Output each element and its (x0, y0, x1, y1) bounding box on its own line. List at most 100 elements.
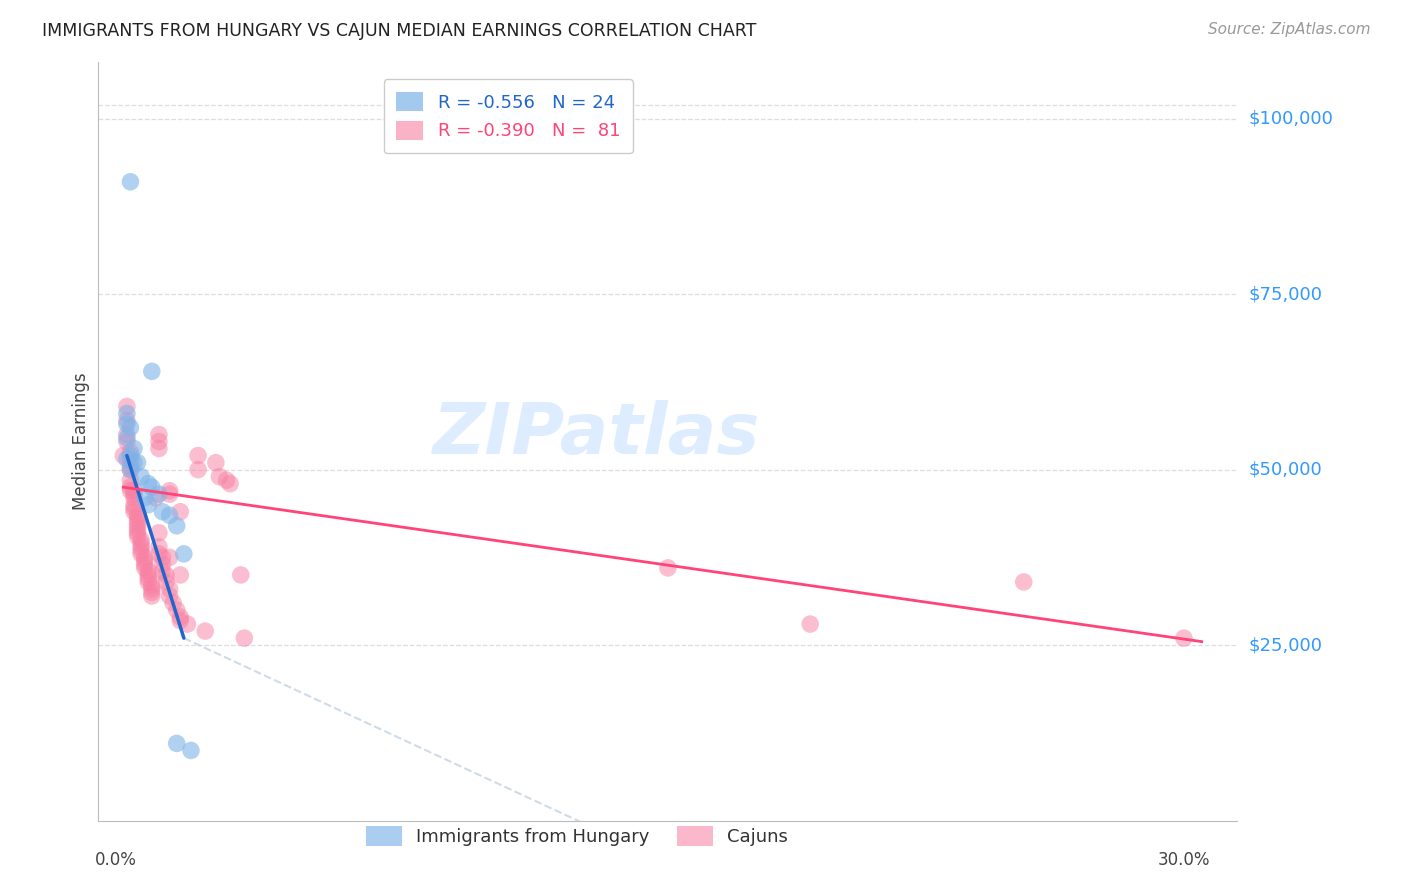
Point (122, 491, 145, 505)
Point (129, 469, 152, 483)
Text: $100,000: $100,000 (1249, 110, 1333, 128)
Point (136, 574, 159, 589)
Point (152, 505, 174, 519)
Point (127, 522, 149, 536)
Point (152, 558, 174, 572)
Point (127, 529, 149, 543)
Point (166, 518, 188, 533)
Point (120, 445, 142, 459)
Text: $25,000: $25,000 (1249, 636, 1323, 654)
Point (159, 582, 181, 596)
Point (122, 442, 145, 456)
Point (115, 427, 138, 442)
Point (141, 589, 163, 603)
Point (115, 417, 138, 431)
Point (159, 487, 181, 501)
Point (159, 483, 181, 498)
Point (127, 518, 149, 533)
Text: 0.0%: 0.0% (96, 851, 138, 869)
Point (129, 540, 152, 554)
Point (169, 568, 191, 582)
Point (141, 582, 163, 596)
Point (136, 565, 159, 579)
Point (134, 550, 156, 565)
Point (141, 364, 163, 378)
Point (120, 483, 142, 498)
Point (129, 543, 152, 558)
Point (173, 547, 195, 561)
Point (136, 568, 159, 582)
Point (205, 456, 228, 470)
Text: 30.0%: 30.0% (1157, 851, 1211, 869)
Point (159, 550, 181, 565)
Point (134, 491, 156, 505)
Point (169, 505, 191, 519)
Point (127, 516, 149, 530)
Point (115, 400, 138, 414)
Text: ZIPatlas: ZIPatlas (433, 400, 761, 469)
Point (148, 427, 170, 442)
Point (187, 449, 209, 463)
Point (176, 617, 198, 632)
Point (799, 617, 821, 632)
Point (148, 525, 170, 540)
Point (120, 480, 142, 494)
Point (127, 525, 149, 540)
Point (169, 610, 191, 624)
Point (134, 561, 156, 575)
Point (145, 491, 167, 505)
Point (127, 512, 149, 526)
Point (136, 476, 159, 491)
Point (148, 442, 170, 456)
Point (148, 540, 170, 554)
Text: IMMIGRANTS FROM HUNGARY VS CAJUN MEDIAN EARNINGS CORRELATION CHART: IMMIGRANTS FROM HUNGARY VS CAJUN MEDIAN … (42, 22, 756, 40)
Point (141, 578, 163, 592)
Point (141, 585, 163, 599)
Point (162, 596, 184, 610)
Point (120, 462, 142, 476)
Point (120, 459, 142, 474)
Point (657, 561, 679, 575)
Point (141, 480, 163, 494)
Point (187, 462, 209, 476)
Point (219, 476, 242, 491)
Point (115, 431, 138, 445)
Point (166, 603, 188, 617)
Point (115, 434, 138, 449)
Text: $75,000: $75,000 (1249, 285, 1323, 303)
Point (127, 508, 149, 523)
Point (129, 536, 152, 550)
Point (120, 462, 142, 476)
Point (159, 589, 181, 603)
Point (120, 449, 142, 463)
Point (1012, 574, 1035, 589)
Point (136, 498, 159, 512)
Point (120, 452, 142, 467)
Point (122, 456, 145, 470)
Point (148, 547, 170, 561)
Point (122, 501, 145, 516)
Point (159, 508, 181, 523)
Point (1173, 631, 1195, 645)
Text: $50,000: $50,000 (1249, 460, 1322, 479)
Point (120, 175, 142, 189)
Point (129, 533, 152, 547)
Point (134, 554, 156, 568)
Point (155, 568, 177, 582)
Point (148, 434, 170, 449)
Point (208, 469, 231, 483)
Point (233, 631, 256, 645)
Point (152, 550, 174, 565)
Point (115, 407, 138, 421)
Point (122, 498, 145, 512)
Point (134, 558, 156, 572)
Point (136, 571, 159, 585)
Point (148, 487, 170, 501)
Point (115, 452, 138, 467)
Point (122, 483, 145, 498)
Text: Source: ZipAtlas.com: Source: ZipAtlas.com (1208, 22, 1371, 37)
Point (166, 736, 188, 750)
Point (122, 505, 145, 519)
Point (115, 413, 138, 427)
Point (180, 743, 202, 757)
